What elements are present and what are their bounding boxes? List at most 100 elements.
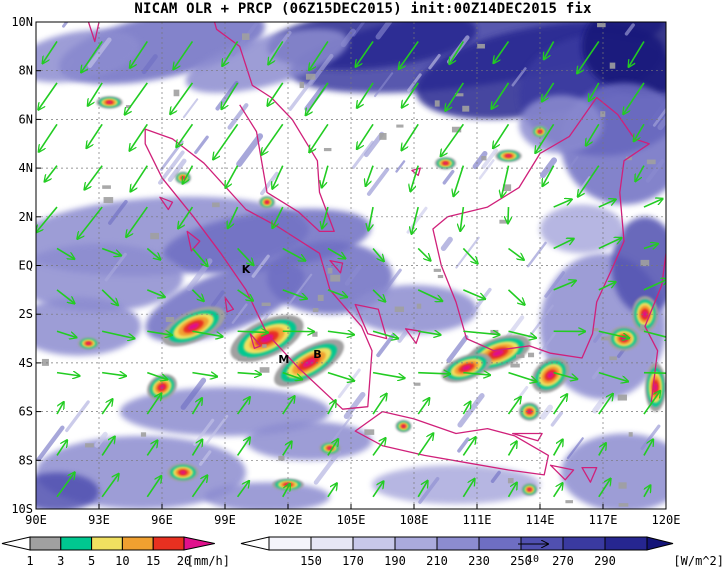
wind-arrow: [213, 123, 239, 159]
wind-arrow: [453, 165, 465, 197]
lon-tick-label: 114E: [526, 513, 555, 527]
wind-arrow: [417, 398, 429, 415]
olr-streak: [568, 156, 579, 170]
wind-arrow: [237, 331, 269, 332]
olr-cloud-blob: [246, 421, 372, 461]
precip-speckle: [617, 394, 627, 401]
lat-tick-label: 10S: [11, 502, 33, 516]
olr-streak: [108, 199, 128, 225]
precip-cell: [167, 463, 199, 482]
wind-arrow: [643, 244, 658, 249]
lon-tick-label: 93E: [88, 513, 110, 527]
precip-cell: [259, 196, 275, 209]
lon-tick-label: 99E: [214, 513, 236, 527]
bali-coast: [549, 464, 575, 481]
wind-arrow: [589, 82, 600, 101]
lat-tick-label: 2N: [19, 210, 33, 224]
olr-streak: [287, 273, 313, 307]
wind-arrow: [586, 123, 600, 145]
wind-arrow: [462, 437, 475, 456]
precip-colorbar-label: 3: [57, 554, 64, 568]
olr-streak: [481, 148, 498, 169]
olr-colorbar-swatch: [436, 536, 480, 551]
olr-streak: [304, 84, 327, 112]
precip-colorbar-label: 20: [177, 554, 191, 568]
mentawai-coast: [224, 296, 235, 313]
olr-streak: [141, 54, 158, 75]
olr-streak: [490, 470, 501, 483]
wind-arrow: [445, 82, 465, 111]
precip-speckle: [364, 429, 375, 435]
wind-arrow: [507, 289, 525, 305]
wind-arrow: [191, 247, 207, 266]
precip-speckle: [317, 294, 324, 302]
precip-speckle: [433, 268, 442, 272]
precip-contour: [302, 358, 316, 368]
wind-arrow: [272, 206, 284, 228]
wind-arrow: [357, 82, 374, 108]
precip-colorbar-swatch: [91, 536, 123, 551]
wind-arrow: [192, 330, 222, 336]
wind-arrow: [101, 474, 119, 498]
olr-streak: [478, 159, 495, 180]
wind-arrow: [372, 394, 387, 415]
map-title: NICAM OLR + PRCP (06Z15DEC2015) init:00Z…: [134, 1, 592, 17]
precip-speckle: [481, 156, 487, 161]
wind-arrow: [508, 207, 509, 223]
olr-streak: [418, 476, 440, 504]
olr-colorbar-swatch: [478, 536, 522, 551]
precip-speckle: [173, 89, 180, 97]
wind-arrow: [542, 82, 555, 102]
wind-arrow: [501, 165, 510, 198]
wind-arrow: [36, 206, 58, 232]
precip-contour: [528, 488, 531, 491]
precip-speckle: [150, 232, 160, 240]
lat-tick-label: 8S: [19, 453, 33, 467]
precip-speckle: [609, 356, 617, 361]
olr-streak: [375, 22, 393, 40]
wind-vectors: [36, 41, 666, 498]
precip-contour: [86, 342, 91, 345]
wind-arrow: [399, 41, 419, 69]
precip-speckle: [454, 93, 464, 97]
olr-streak: [167, 158, 187, 182]
wind-arrow: [192, 373, 217, 377]
olr-streak: [566, 437, 584, 460]
precip-speckle: [593, 327, 599, 332]
wind-arrow: [542, 165, 555, 186]
precip-speckle: [640, 259, 650, 267]
olr-streak: [550, 411, 564, 427]
wind-arrow: [508, 247, 524, 259]
wind-arrow: [441, 123, 465, 156]
wind-arrow: [553, 371, 578, 380]
wind-arrow: [402, 123, 419, 150]
wind-arrow: [101, 247, 121, 255]
wind-arrow: [322, 165, 329, 188]
station-label: K: [242, 263, 251, 276]
wind-arrow: [147, 371, 167, 380]
wind-arrow: [236, 437, 250, 456]
wind-arrow: [306, 82, 329, 115]
wind-arrow: [146, 440, 157, 456]
precip-speckle: [85, 443, 94, 448]
precip-speckle: [477, 43, 485, 49]
precip-speckle: [261, 302, 271, 307]
olr-colorbar-label: 210: [426, 554, 448, 568]
olr-streak: [36, 425, 65, 462]
wind-arrow: [56, 330, 76, 337]
olr-streak: [180, 377, 207, 410]
olr-streak: [104, 252, 127, 282]
precip-speckle: [618, 482, 627, 489]
olr-colorbar-label: 190: [384, 554, 406, 568]
precip-cell: [521, 483, 538, 496]
wind-arrow: [643, 391, 660, 415]
wind-arrow: [462, 402, 470, 415]
lon-tick-label: 108E: [400, 513, 429, 527]
olr-streak: [383, 268, 402, 293]
wind-arrow: [45, 165, 58, 182]
precip-speckle: [618, 503, 629, 507]
precip-contour: [265, 201, 269, 204]
olr-streak: [65, 400, 90, 433]
lat-tick-label: 4N: [19, 161, 33, 175]
precip-contour: [527, 409, 532, 414]
